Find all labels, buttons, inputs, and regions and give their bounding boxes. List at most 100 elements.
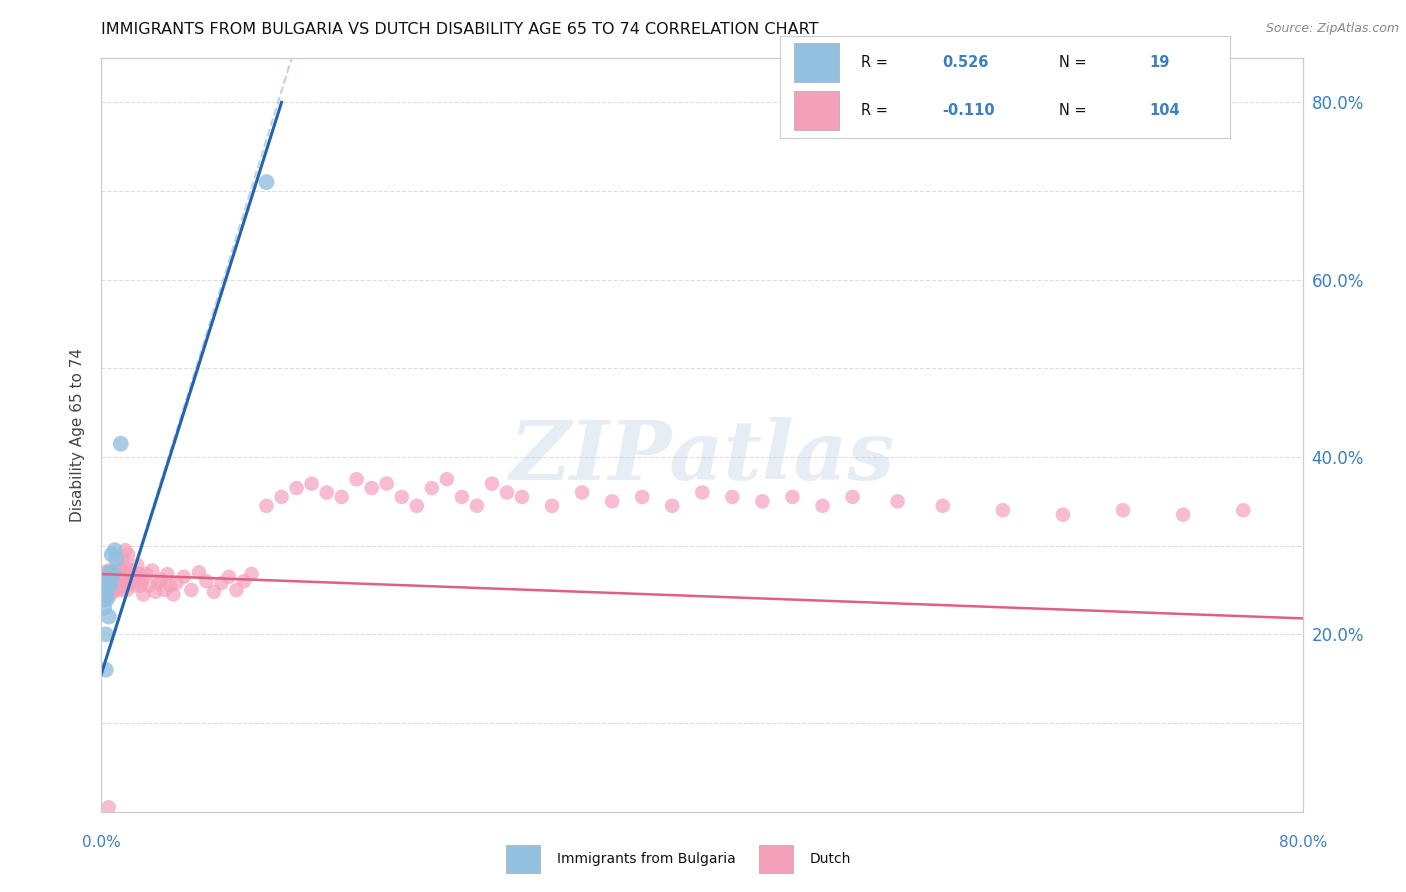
Point	[721, 490, 744, 504]
Point	[841, 490, 863, 504]
Point	[94, 587, 117, 601]
Point	[315, 485, 337, 500]
Point	[932, 499, 955, 513]
Point	[135, 567, 157, 582]
Point	[104, 566, 127, 580]
Point	[105, 582, 128, 597]
Point	[202, 584, 225, 599]
Point	[541, 499, 564, 513]
Point	[692, 485, 714, 500]
Point	[107, 578, 129, 592]
Point	[108, 558, 131, 573]
Point	[132, 587, 155, 601]
Point	[97, 609, 120, 624]
FancyBboxPatch shape	[794, 43, 839, 82]
Text: R =: R =	[862, 54, 893, 70]
Point	[218, 570, 240, 584]
Point	[991, 503, 1014, 517]
Point	[496, 485, 519, 500]
Point	[225, 582, 247, 597]
Point	[114, 574, 136, 589]
Point	[100, 578, 122, 592]
Text: Dutch: Dutch	[810, 852, 851, 865]
Point	[1173, 508, 1195, 522]
Point	[97, 800, 120, 814]
Point	[115, 561, 138, 575]
Point	[110, 578, 132, 592]
Point	[107, 567, 129, 582]
Point	[96, 591, 118, 606]
Point	[104, 543, 127, 558]
Point	[96, 570, 118, 584]
Point	[631, 490, 654, 504]
Point	[100, 548, 122, 562]
Point	[420, 481, 443, 495]
Text: 0.0%: 0.0%	[82, 836, 121, 850]
Point	[159, 578, 181, 592]
Point	[98, 578, 121, 592]
Point	[301, 476, 323, 491]
Point	[118, 570, 141, 584]
Point	[103, 566, 125, 580]
Point	[120, 576, 142, 591]
Text: N =: N =	[1059, 54, 1091, 70]
Point	[162, 587, 184, 601]
Point	[156, 567, 179, 582]
Point	[465, 499, 488, 513]
Text: N =: N =	[1059, 103, 1091, 118]
Point	[98, 574, 121, 589]
Point	[93, 574, 115, 589]
Point	[195, 574, 218, 589]
Point	[256, 499, 278, 513]
Point	[571, 485, 593, 500]
Point	[124, 578, 146, 592]
Text: R =: R =	[862, 103, 893, 118]
Point	[141, 564, 163, 578]
Point	[270, 490, 292, 504]
Point	[115, 582, 138, 597]
Y-axis label: Disability Age 65 to 74: Disability Age 65 to 74	[70, 348, 86, 522]
Text: IMMIGRANTS FROM BULGARIA VS DUTCH DISABILITY AGE 65 TO 74 CORRELATION CHART: IMMIGRANTS FROM BULGARIA VS DUTCH DISABI…	[101, 22, 818, 37]
Point	[436, 472, 458, 486]
Point	[103, 573, 125, 587]
Text: 0.526: 0.526	[942, 54, 988, 70]
Point	[127, 558, 149, 573]
Point	[360, 481, 382, 495]
Point	[100, 567, 122, 582]
Point	[96, 587, 118, 601]
FancyBboxPatch shape	[759, 845, 793, 872]
Point	[97, 576, 120, 591]
Point	[150, 573, 173, 587]
Point	[451, 490, 474, 504]
Point	[187, 566, 209, 580]
Point	[97, 564, 120, 578]
Point	[131, 574, 153, 589]
Point	[112, 552, 135, 566]
Point	[114, 543, 136, 558]
Point	[240, 567, 263, 582]
Point	[105, 570, 128, 584]
Text: 104: 104	[1149, 103, 1180, 118]
Point	[105, 552, 128, 566]
Point	[117, 548, 139, 562]
Point	[510, 490, 533, 504]
Point	[112, 566, 135, 580]
FancyBboxPatch shape	[794, 91, 839, 130]
Point	[153, 582, 176, 597]
Point	[104, 576, 127, 591]
Text: ZIPatlas: ZIPatlas	[509, 417, 896, 498]
Point	[91, 578, 114, 592]
Point	[128, 567, 150, 582]
Point	[108, 573, 131, 587]
Point	[98, 566, 121, 580]
Point	[173, 570, 195, 584]
Point	[111, 582, 134, 597]
Point	[1052, 508, 1074, 522]
Point	[94, 582, 117, 597]
Point	[93, 591, 115, 606]
Point	[93, 600, 115, 615]
Point	[346, 472, 368, 486]
Point	[886, 494, 908, 508]
Point	[96, 570, 118, 584]
Point	[391, 490, 413, 504]
